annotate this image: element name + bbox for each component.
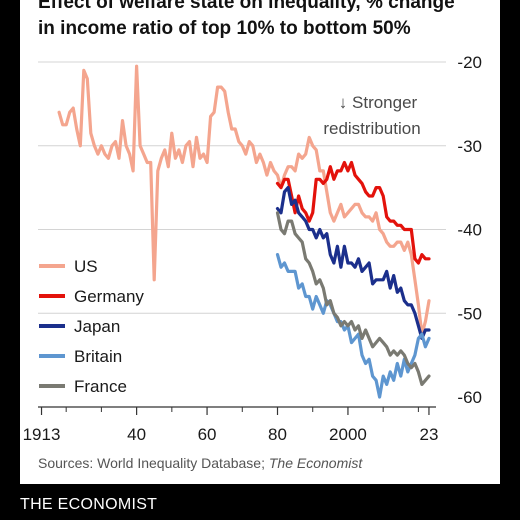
y-tick-label: -50 [457, 304, 482, 323]
x-tick-label: 23 [419, 425, 438, 444]
y-axis-labels: -20 -30 -40 -50 -60 [457, 53, 482, 407]
chart-panel [20, 0, 500, 484]
series-line-us [57, 64, 431, 336]
chart-title-line-1: Effect of welfare state on inequality, %… [38, 0, 455, 13]
legend: US Germany Japan Britain France [39, 257, 144, 396]
y-tick-label: -30 [457, 137, 482, 156]
y-tick-label: -20 [457, 53, 482, 72]
x-tick-label: 60 [198, 425, 217, 444]
y-tick-label: -40 [457, 221, 482, 240]
x-tick-label: 1913 [23, 425, 61, 444]
x-axis-ticks: 1913 40 60 80 2000 23 [23, 407, 438, 444]
chart-title-line-2: in income ratio of top 10% to bottom 50% [38, 18, 411, 39]
redistribution-annotation: ↓ Stronger redistribution [323, 93, 420, 138]
x-tick-label: 2000 [329, 425, 367, 444]
annotation-line-1: ↓ Stronger [339, 93, 418, 112]
publisher-footer: THE ECONOMIST [20, 496, 158, 513]
source-note: Sources: World Inequality Database; The … [38, 455, 363, 471]
series-line-japan [275, 186, 431, 340]
series-lines [57, 64, 431, 399]
x-tick-label: 80 [268, 425, 287, 444]
legend-label-britain: Britain [74, 347, 122, 366]
series-line-britain [275, 253, 431, 399]
legend-label-us: US [74, 257, 98, 276]
y-tick-label: -60 [457, 388, 482, 407]
legend-label-germany: Germany [74, 287, 144, 306]
legend-label-japan: Japan [74, 317, 120, 336]
chart-title: Effect of welfare state on inequality, %… [38, 0, 488, 42]
source-italic: The Economist [269, 455, 363, 471]
legend-label-france: France [74, 377, 127, 396]
annotation-line-2: redistribution [323, 119, 420, 138]
source-prefix: Sources: World Inequality Database; [38, 455, 269, 471]
series-line-germany [275, 160, 431, 265]
x-tick-label: 40 [127, 425, 146, 444]
series-line-france [275, 211, 431, 386]
